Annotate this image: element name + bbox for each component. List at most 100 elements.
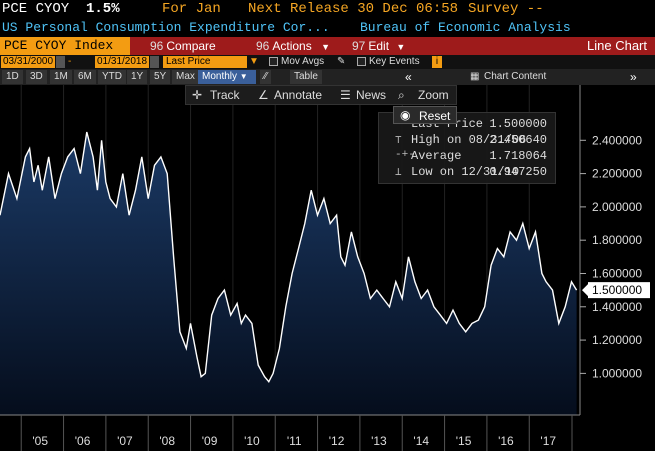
chart-tools: ✛ Track ∠ Annotate ☰ News ⌕ Zoom [185,85,457,105]
security-header: PCE CYOY 1.5% For Jan Next Release 30 De… [0,0,655,19]
range-bar: 1D 3D 1M 6M YTD 1Y 5Y Max Monthly ▼ ⁄⁄ T… [0,69,655,85]
price-line [0,131,578,383]
key-events-label: Key Events [369,56,420,67]
x-tick-label: '08 [159,434,175,448]
track-icon: ✛ [192,88,203,102]
ticker-label: PCE CYOY [2,1,70,17]
x-tick-label: '09 [202,434,218,448]
range-5y[interactable]: 5Y [150,70,171,84]
period-label: For Jan [162,1,221,17]
zoom-button[interactable]: Zoom [418,88,449,102]
periodicity-select[interactable]: Monthly ▼ [198,70,256,84]
x-tick-label: '17 [540,434,556,448]
y-tick-label: 1.800000 [592,233,642,247]
x-tick-label: '12 [329,434,345,448]
source-text: Bureau of Economic Analysis [360,20,571,35]
mov-avgs-label: Mov Avgs [281,56,325,67]
last-price-value: 1.500000 [489,117,547,131]
high-value: 2.450640 [489,133,547,147]
collapse-icon[interactable]: « [405,70,412,84]
x-tick-label: '06 [75,434,91,448]
low-value: 0.947250 [489,165,547,179]
range-1y[interactable]: 1Y [127,70,148,84]
survey-label: Survey -- [468,1,544,17]
y-axis-panel [580,85,655,415]
periodicity-dropdown-icon: ▼ [239,72,248,81]
expand-icon[interactable]: » [630,70,637,84]
range-ytd[interactable]: YTD [98,70,126,84]
x-tick-label: '07 [117,434,133,448]
news-icon: ☰ [340,88,351,102]
x-tick-label: '11 [287,434,302,448]
legend-panel: Last Price 1.500000 ⊤ High on 08/31/06 2… [378,112,556,184]
info-icon[interactable]: i [432,56,442,68]
y-tick-label: 1.200000 [592,333,642,347]
compare-button[interactable]: 96 Compare [146,37,220,55]
chart-type-label[interactable]: Line Chart [587,38,647,53]
table-button[interactable]: Table [290,70,322,84]
y-tick-label: 2.200000 [592,167,642,181]
y-tick-label: 1.600000 [592,266,642,280]
high-icon: ⊤ [395,135,402,147]
edit-number: 97 [352,39,366,53]
end-calendar-icon[interactable] [150,56,159,68]
reset-button[interactable]: ◉ Reset [393,106,457,124]
reset-icon: ◉ [400,108,411,122]
x-axis: '05 '06 '07 '08 '09 '10 '11 '12 '13 '14 '15 '16 '17 [0,414,655,451]
field-select[interactable]: Last Price [163,56,247,68]
compare-label: Compare [166,39,216,53]
start-date-input[interactable]: 03/31/2000 [1,56,56,68]
line-chart-icon[interactable]: ⁄⁄ [260,70,272,84]
ticker-value: 1.5% [86,1,120,17]
security-field[interactable]: PCE CYOY Index [0,37,130,55]
annotate-icon: ∠ [258,88,269,102]
x-tick-label: '14 [413,434,429,448]
reset-label: Reset [419,109,451,123]
x-tick-label: '05 [32,434,48,448]
zoom-icon: ⌕ [398,88,405,102]
actions-dropdown-icon: ▼ [321,42,330,52]
x-tick-label: '13 [371,434,387,448]
price-chart[interactable]: 1.000000 1.200000 1.400000 1.600000 1.800000… [0,85,655,451]
actions-button[interactable]: 96 Actions ▼ [252,37,334,55]
range-1d[interactable]: 1D [2,70,23,84]
y-tick-label: 2.000000 [592,200,642,214]
date-separator: - [68,56,72,67]
annotate-button[interactable]: Annotate [274,88,323,102]
range-3d[interactable]: 3D [26,70,47,84]
average-value: 1.718064 [489,149,547,163]
chart-content-icon: ▦ [470,71,480,82]
price-area [0,132,577,415]
start-calendar-icon[interactable] [56,56,65,68]
compare-number: 96 [150,39,164,53]
range-1m[interactable]: 1M [50,70,72,84]
mov-avgs-checkbox[interactable] [269,57,278,66]
high-label: High on 08/31/06 [411,133,527,147]
last-value-label: 1.500000 [592,283,642,297]
low-label: Low on 12/31/10 [411,165,520,179]
menu-bar: PCE CYOY Index 96 Compare 96 Actions ▼ 97 E… [0,37,655,55]
actions-number: 96 [256,39,270,53]
average-icon: -+- [395,149,415,161]
range-6m[interactable]: 6M [74,70,96,84]
x-tick-label: '16 [498,434,514,448]
last-value-tag [588,282,650,299]
y-tick-label: 2.400000 [592,133,642,147]
pencil-icon[interactable]: ✎ [337,56,346,67]
news-button[interactable]: News [356,88,387,102]
actions-label: Actions [272,39,312,53]
end-date-input[interactable]: 01/31/2018 [95,56,150,68]
x-tick-label: '10 [244,434,260,448]
track-button[interactable]: Track [210,88,240,102]
range-max[interactable]: Max [172,70,199,84]
field-dropdown-icon[interactable]: ▼ [249,56,259,67]
x-tick-label: '15 [456,434,472,448]
edit-label: Edit [368,39,390,53]
key-events-checkbox[interactable] [357,57,366,66]
description-bar: US Personal Consumption Expenditure Cor.… [0,19,655,37]
description-text: US Personal Consumption Expenditure Cor.… [2,20,330,35]
edit-dropdown-icon: ▼ [396,42,406,52]
edit-button[interactable]: 97 Edit ▼ [348,37,409,55]
y-tick-label: 1.400000 [592,300,642,314]
chart-content-label[interactable]: Chart Content [484,71,547,82]
